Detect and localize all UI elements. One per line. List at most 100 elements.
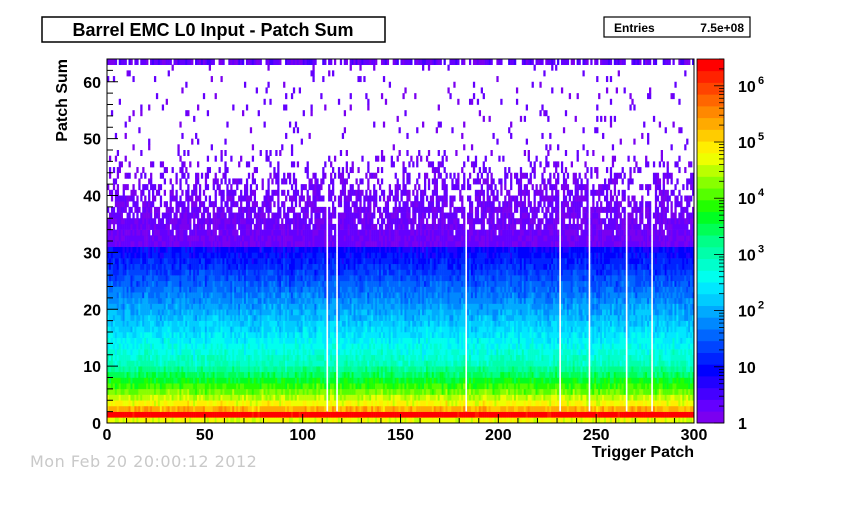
heatmap-cell [183,417,186,424]
heatmap-cell [271,371,274,378]
heatmap-cell [198,206,202,213]
heatmap-cell [116,280,120,287]
heatmap-cell [306,343,309,350]
heatmap-cell [185,360,188,367]
heatmap-cell [175,263,178,270]
heatmap-cell [283,383,286,390]
heatmap-cell [312,388,315,395]
heatmap-cell [134,383,137,390]
heatmap-cell [322,303,325,310]
heatmap-cell [265,383,268,390]
heatmap-cell [140,286,143,293]
heatmap-cell [234,189,237,196]
heatmap-cell [220,383,223,390]
heatmap-cell [314,212,317,219]
heatmap-cell [236,212,239,219]
heatmap-cell [130,286,133,293]
heatmap-cell [200,388,204,395]
heatmap-cell [222,383,225,390]
heatmap-cell [247,400,251,407]
heatmap-cell [153,59,157,65]
heatmap-cell [208,400,212,407]
heatmap-cell [332,337,335,344]
heatmap-cell [204,314,208,321]
heatmap-cell [222,212,225,219]
heatmap-cell [277,229,280,236]
heatmap-cell [267,269,270,276]
heatmap-cell [155,354,159,361]
heatmap-cell [271,343,274,350]
heatmap-cell [243,189,247,196]
heatmap-cell [136,388,139,395]
heatmap-cell [128,161,131,168]
heatmap-cell [185,320,188,327]
heatmap-cell [222,235,225,242]
heatmap-cell [236,417,239,424]
heatmap-cell [191,394,194,401]
heatmap-cell [226,201,229,208]
heatmap-cell [265,87,268,94]
heatmap-cell [142,377,145,384]
heatmap-cell [312,343,315,350]
heatmap-cell [183,218,186,225]
heatmap-cell [320,360,323,367]
heatmap-cell [267,411,270,418]
heatmap-cell [148,292,151,299]
heatmap-cell [118,326,121,333]
heatmap-cell [138,252,141,259]
heatmap-cell [228,411,231,418]
heatmap-cell [330,337,333,344]
heatmap-cell [232,320,235,327]
heatmap-cell [285,252,288,259]
heatmap-cell [114,371,118,378]
heatmap-cell [165,400,168,407]
heatmap-cell [232,314,235,321]
heatmap-cell [157,343,161,350]
heatmap-cell [157,405,161,412]
heatmap-cell [287,59,290,65]
heatmap-cell [310,337,313,344]
heatmap-cell [153,195,157,202]
heatmap-cell [173,280,176,287]
heatmap-cell [238,206,241,213]
heatmap-cell [263,349,266,356]
heatmap-cell [247,405,251,412]
heatmap-cell [245,104,249,111]
heatmap-cell [189,235,192,242]
heatmap-cell [120,280,123,287]
heatmap-cell [138,241,141,247]
heatmap-cell [267,218,270,225]
heatmap-cell [259,275,262,282]
heatmap-cell [112,235,116,242]
heatmap-cell [322,258,325,265]
heatmap-cell [153,394,157,401]
heatmap-cell [185,110,188,117]
heatmap-cell [153,411,157,418]
heatmap-cell [333,206,337,213]
heatmap-cell [253,314,257,321]
heatmap-cell [296,417,300,424]
heatmap-cell [197,241,200,247]
heatmap-cell [216,377,219,384]
heatmap-cell [165,394,168,401]
heatmap-cell [173,320,176,327]
heatmap-cell [296,59,300,65]
heatmap-cell [310,263,313,270]
heatmap-cell [234,371,237,378]
heatmap-cell [281,405,284,412]
heatmap-cell [320,275,323,282]
heatmap-cell [322,235,325,242]
heatmap-cell [202,280,206,287]
heatmap-cell [240,201,243,208]
heatmap-cell [320,411,323,418]
heatmap-cell [333,360,337,367]
heatmap-cell [255,354,258,361]
heatmap-cell [316,195,319,202]
heatmap-cell [202,206,206,213]
heatmap-cell [189,309,192,316]
heatmap-cell [290,314,294,321]
heatmap-cell [333,286,337,293]
heatmap-cell [304,269,307,276]
heatmap-cell [328,195,331,202]
heatmap-cell [214,360,217,367]
